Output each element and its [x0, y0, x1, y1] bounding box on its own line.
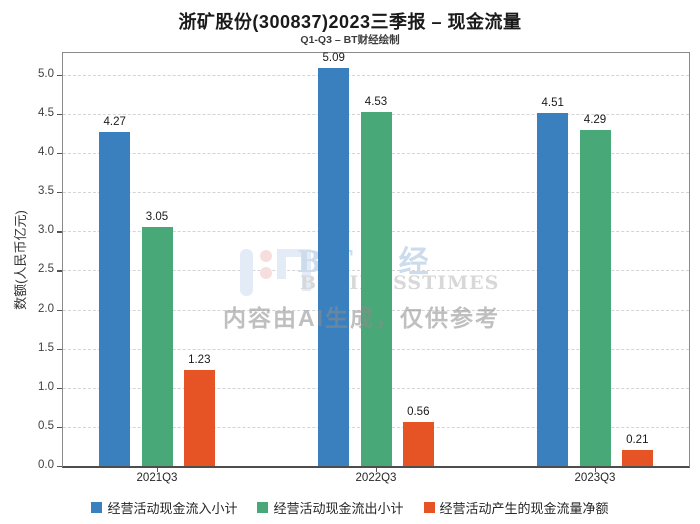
bt-logo-bar: [240, 249, 253, 296]
bar-value-label: 4.29: [583, 114, 607, 127]
y-tick-label: 0.0: [38, 459, 54, 471]
y-tick-label: 2.5: [38, 263, 54, 276]
bar-value-label: 3.05: [145, 211, 169, 224]
y-tick-mark: [57, 426, 62, 429]
y-tick-label: 1.0: [38, 380, 54, 393]
bar-2023Q3-s0: [537, 113, 569, 466]
bar-2021Q3-s1: [141, 227, 173, 466]
bar-value-label: 0.21: [626, 433, 649, 446]
x-tick-mark: [157, 468, 159, 472]
legend-swatch: [257, 502, 269, 513]
y-tick-label: 3.5: [38, 185, 54, 198]
y-tick-label: 0.5: [38, 419, 54, 432]
y-tick-mark: [57, 309, 62, 311]
gridline: [63, 74, 689, 76]
y-tick-mark: [57, 74, 62, 77]
x-tick-label: 2022Q3: [355, 472, 397, 484]
legend-item-0: 经营活动现金流入小计: [91, 498, 237, 517]
watermark-ai-note: 内容由AI生成，仅供参考: [223, 305, 500, 331]
bar-2022Q3-s0: [318, 67, 350, 466]
legend-swatch: [423, 502, 435, 513]
x-tick-label: 2021Q3: [136, 472, 178, 484]
y-tick-mark: [57, 387, 62, 389]
y-tick-mark: [57, 270, 62, 272]
chart-title: 浙矿股份(300837)2023三季报 – 现金流量: [178, 12, 522, 32]
x-tick-label: 2023Q3: [574, 472, 616, 484]
bt-logo-pi-top: [277, 249, 311, 257]
y-tick-label: 4.0: [38, 146, 54, 159]
plot-area: BT财经 BUSINESSTIMES 4.273.051.235.094.530…: [62, 52, 690, 468]
y-tick-mark: [57, 348, 62, 350]
bt-logo-pi-leg: [302, 257, 311, 291]
legend-item-2: 经营活动产生的现金流量净额: [423, 498, 609, 517]
bar-2022Q3-s2: [402, 422, 434, 466]
bar-value-label: 0.56: [407, 406, 430, 419]
bar-value-label: 4.27: [103, 116, 126, 128]
bt-logo-pi-leg: [277, 257, 286, 279]
y-tick-mark: [57, 192, 62, 194]
y-tick-label: 5.0: [38, 67, 54, 80]
bar-2023Q3-s2: [621, 449, 653, 466]
x-tick-mark: [595, 468, 597, 472]
y-tick-label: 1.5: [38, 341, 54, 354]
legend-item-1: 经营活动现金流出小计: [257, 498, 404, 517]
bar-2021Q3-s0: [99, 132, 131, 466]
y-tick-mark: [57, 231, 62, 233]
bar-value-label: 4.53: [364, 95, 388, 108]
y-tick-label: 2.0: [38, 302, 54, 315]
legend-label: 经营活动现金流出小计: [273, 501, 404, 516]
bar-2022Q3-s1: [360, 111, 392, 466]
bar-value-label: 1.23: [188, 353, 211, 366]
y-tick-mark: [57, 153, 62, 155]
chart-subtitle: Q1-Q3 – BT财经绘制: [300, 34, 400, 46]
legend-swatch: [91, 502, 103, 513]
y-tick-mark: [57, 114, 62, 116]
legend-label: 经营活动现金流入小计: [107, 501, 238, 516]
bar-2023Q3-s1: [579, 130, 611, 466]
y-tick-label: 4.5: [38, 107, 54, 119]
y-tick-mark: [57, 466, 62, 468]
y-tick-label: 3.0: [38, 224, 54, 237]
bt-logo-icon: [240, 241, 311, 296]
bt-logo-dot: [260, 250, 272, 262]
watermark-brand-sub: BUSINESSTIMES: [300, 272, 500, 294]
legend-label: 经营活动产生的现金流量净额: [439, 501, 609, 516]
bar-value-label: 4.51: [541, 97, 564, 110]
legend: 经营活动现金流入小计 经营活动现金流出小计 经营活动产生的现金流量净额: [0, 498, 700, 517]
bt-logo-dot: [260, 267, 272, 279]
bar-2021Q3-s2: [183, 369, 215, 466]
x-tick-mark: [376, 468, 378, 472]
bar-value-label: 5.09: [322, 51, 345, 64]
